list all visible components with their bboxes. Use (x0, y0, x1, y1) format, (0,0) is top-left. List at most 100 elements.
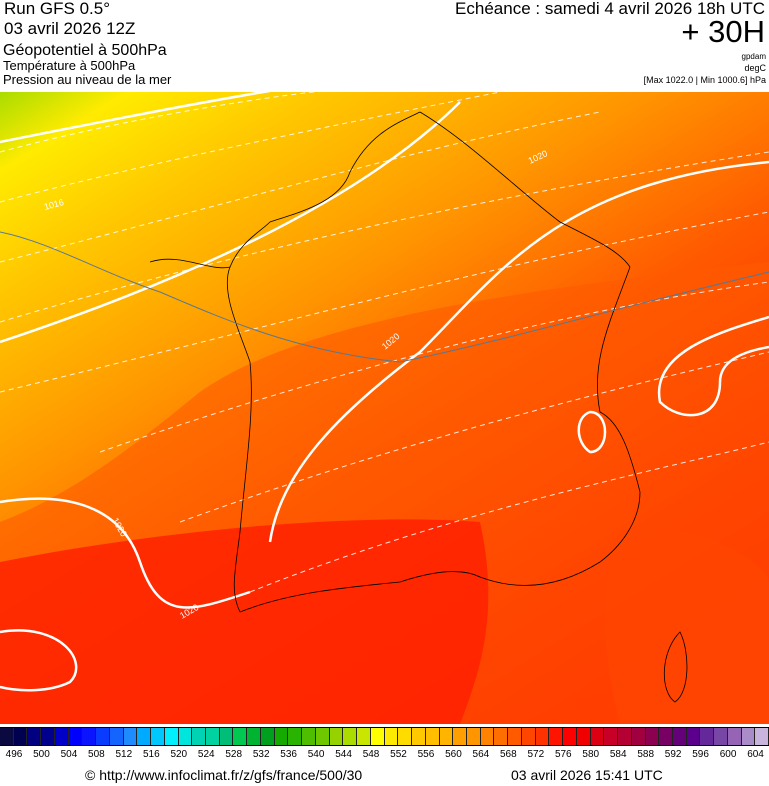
color-scale-label: 556 (417, 749, 435, 760)
color-scale-label: 516 (142, 749, 160, 760)
color-scale-cell (480, 728, 495, 745)
layer-pressure: Pression au niveau de la mer (3, 72, 172, 87)
color-scale-label: 496 (5, 749, 23, 760)
color-scale-cell (41, 728, 55, 745)
color-scale-label: 524 (197, 749, 215, 760)
color-scale-bar (0, 727, 769, 746)
color-scale-label: 552 (390, 749, 407, 760)
color-scale-cell (68, 728, 83, 745)
forecast-time: Echéance : samedi 4 avril 2026 18h UTC (455, 0, 765, 18)
geopotential-contours (0, 92, 769, 593)
color-scale-cell (54, 728, 69, 745)
weather-map: 1016 1020 1020 1020 1020 (0, 92, 769, 724)
color-scale-cell (631, 728, 646, 745)
generated-time: 03 avril 2026 15:41 UTC (511, 767, 663, 783)
color-scale-label: 588 (637, 749, 655, 760)
color-scale-label: 532 (252, 749, 270, 760)
color-scale-label: 544 (335, 749, 352, 760)
color-scale-cell (714, 728, 728, 745)
color-scale-label: 528 (225, 749, 243, 760)
color-scale-cell (357, 728, 371, 745)
coastlines-borders (149, 111, 688, 703)
pressure-range: [Max 1022.0 | Min 1000.6] hPa (643, 75, 766, 85)
unit-gpdam: gpdam (741, 52, 766, 61)
color-scale-label: 536 (280, 749, 297, 760)
color-scale-cell (370, 728, 385, 745)
color-scale-label: 592 (664, 749, 682, 760)
color-scale-cell (27, 728, 42, 745)
color-scale-cell (302, 728, 316, 745)
color-scale-cell (82, 728, 97, 745)
layer-temperature: Température à 500hPa (3, 58, 136, 73)
color-scale-cell (0, 728, 14, 745)
color-scale-labels: 496 500 504 508 512 516 520 524 528 532 536 540 544 5… (0, 749, 769, 761)
color-scale-cell (425, 728, 440, 745)
color-scale-cell (755, 728, 769, 745)
color-scale-cell (618, 728, 632, 745)
color-scale-cell (288, 728, 303, 745)
color-scale-cell (178, 728, 193, 745)
color-scale-cell (384, 728, 399, 745)
color-scale-label: 520 (170, 749, 188, 760)
color-scale-cell (535, 728, 550, 745)
color-scale-cell (439, 728, 454, 745)
color-scale-cell (604, 728, 619, 745)
color-scale-cell (219, 728, 234, 745)
color-scale-cell (315, 728, 330, 745)
color-scale-label: 584 (609, 749, 627, 760)
color-scale-cell (494, 728, 509, 745)
color-scale-cell (686, 728, 701, 745)
color-scale-label: 568 (500, 749, 517, 760)
source-url[interactable]: © http://www.infoclimat.fr/z/gfs/france/… (85, 767, 363, 783)
color-scale-cell (700, 728, 715, 745)
layer-geopotential: Géopotentiel à 500hPa (3, 42, 167, 59)
color-scale-cell (109, 728, 124, 745)
color-scale-cell (137, 728, 152, 745)
color-scale-cell (645, 728, 660, 745)
color-scale-label: 560 (445, 749, 462, 760)
color-scale-label: 596 (692, 749, 709, 760)
color-scale-label: 580 (582, 749, 600, 760)
color-scale-label: 564 (472, 749, 490, 760)
color-scale-cell (508, 728, 522, 745)
color-scale-cell (343, 728, 358, 745)
freezing-line (0, 231, 769, 363)
color-scale-cell (206, 728, 220, 745)
color-scale-cell (398, 728, 413, 745)
color-scale-cell (576, 728, 591, 745)
color-scale-label: 500 (33, 749, 50, 760)
color-scale-label: 572 (527, 749, 545, 760)
color-scale-cell (151, 728, 165, 745)
color-scale-label: 548 (362, 749, 380, 760)
color-scale-cell (453, 728, 467, 745)
hot-region (0, 519, 489, 724)
color-scale-cell (466, 728, 481, 745)
color-scale-cell (96, 728, 110, 745)
color-scale-cell (521, 728, 536, 745)
color-scale-cell (123, 728, 138, 745)
color-scale-label: 540 (307, 749, 325, 760)
high-region (605, 527, 769, 724)
color-scale-cell (741, 728, 756, 745)
color-scale-cell (412, 728, 426, 745)
color-scale-label: 600 (719, 749, 737, 760)
color-scale-label: 604 (747, 749, 764, 760)
isobars (0, 92, 769, 692)
color-scale-label: 512 (115, 749, 133, 760)
color-scale-cell (590, 728, 605, 745)
color-scale-label: 508 (88, 749, 105, 760)
color-scale-cell (727, 728, 742, 745)
color-scale-cell (672, 728, 687, 745)
color-scale-cell (260, 728, 275, 745)
run-date: 03 avril 2026 12Z (4, 19, 136, 38)
color-scale-label: 504 (60, 749, 78, 760)
unit-degc: degC (744, 63, 766, 73)
color-scale-cell (563, 728, 577, 745)
color-scale-cell (164, 728, 179, 745)
color-scale-label: 576 (554, 749, 572, 760)
color-scale-cell (233, 728, 248, 745)
color-scale-cell (549, 728, 564, 745)
color-scale-cell (247, 728, 261, 745)
color-scale-cell (13, 728, 28, 745)
run-title: Run GFS 0.5° (4, 0, 111, 18)
